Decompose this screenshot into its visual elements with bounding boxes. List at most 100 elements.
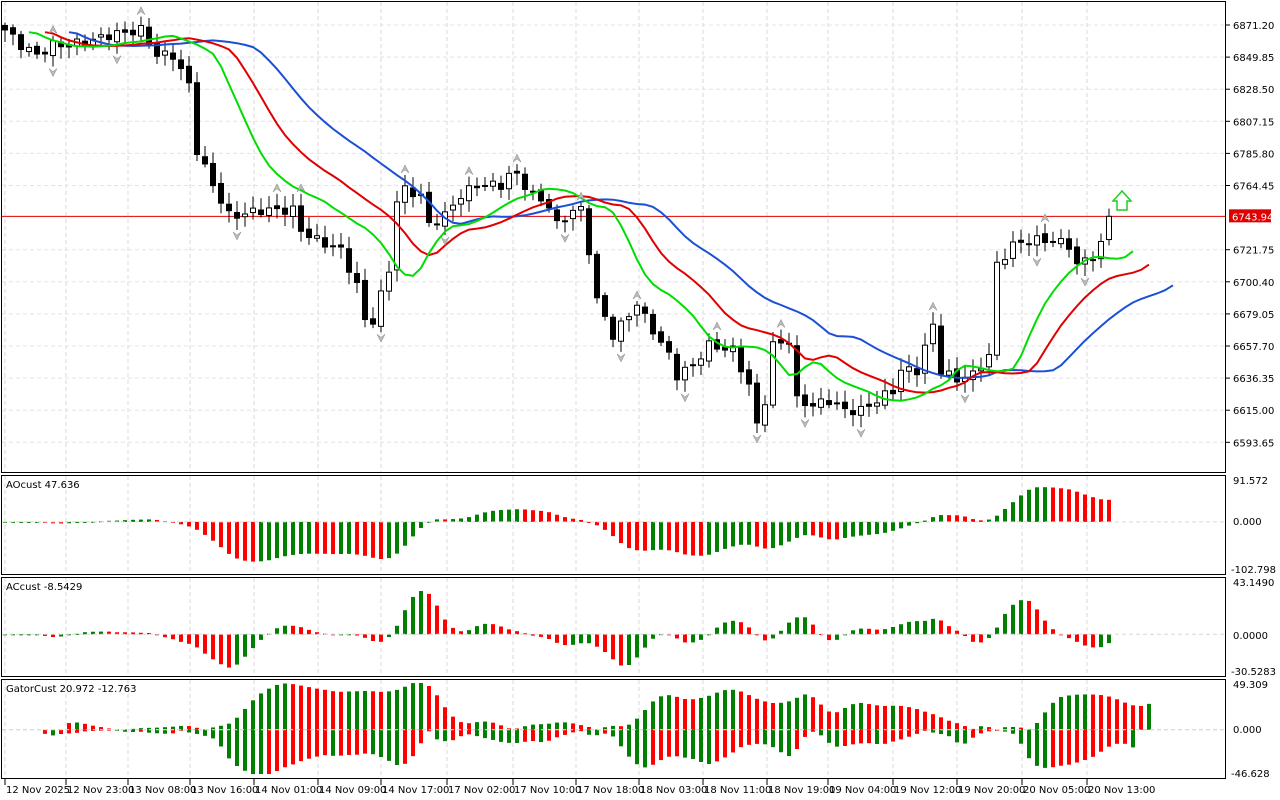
candle[interactable] [634, 300, 640, 327]
candle[interactable] [1058, 229, 1064, 249]
price-axis[interactable]: 6871.20 6849.85 6828.50 6807.15 6785.80 6764.… [1225, 21, 1274, 449]
candle[interactable] [1042, 223, 1048, 252]
candle[interactable] [762, 395, 768, 433]
candle[interactable] [842, 390, 848, 419]
candle[interactable] [978, 357, 984, 382]
candle[interactable] [618, 317, 624, 352]
candle[interactable] [114, 22, 120, 54]
candle[interactable] [1018, 229, 1024, 254]
candle[interactable] [578, 202, 584, 222]
candle[interactable] [210, 152, 216, 193]
candle[interactable] [10, 24, 16, 46]
candle[interactable] [594, 250, 600, 304]
candle[interactable] [258, 198, 264, 218]
candle[interactable] [1090, 251, 1096, 272]
candle[interactable] [770, 331, 776, 409]
candle[interactable] [498, 175, 504, 199]
candle[interactable] [874, 391, 880, 414]
candle[interactable] [834, 391, 840, 410]
candle[interactable] [698, 351, 704, 376]
candle[interactable] [362, 268, 368, 328]
candle[interactable] [602, 292, 608, 321]
candle[interactable] [474, 177, 480, 197]
candle[interactable] [570, 205, 576, 231]
candle[interactable] [810, 392, 816, 417]
candle[interactable] [850, 399, 856, 427]
candle[interactable] [346, 236, 352, 285]
candle[interactable] [746, 360, 752, 396]
candle[interactable] [922, 333, 928, 385]
candle[interactable] [466, 176, 472, 212]
candle[interactable] [586, 204, 592, 264]
candle[interactable] [218, 172, 224, 214]
gator-panel[interactable] [2, 683, 1225, 774]
candle[interactable] [802, 384, 808, 418]
candle[interactable] [866, 392, 872, 417]
candle[interactable] [274, 193, 280, 219]
candle[interactable] [754, 373, 760, 434]
candle[interactable] [290, 194, 296, 229]
candle[interactable] [250, 196, 256, 220]
candle[interactable] [26, 43, 32, 57]
candle[interactable] [490, 173, 496, 192]
candle[interactable] [330, 233, 336, 257]
candle[interactable] [1098, 233, 1104, 268]
candle[interactable] [522, 167, 528, 201]
candle[interactable] [690, 357, 696, 377]
candle[interactable] [1010, 231, 1016, 267]
candle[interactable] [642, 302, 648, 323]
candle[interactable] [610, 314, 616, 348]
candle[interactable] [514, 164, 520, 186]
candle[interactable] [1066, 229, 1072, 258]
candle[interactable] [450, 195, 456, 222]
candle[interactable] [1050, 231, 1056, 248]
candle[interactable] [178, 49, 184, 81]
candle[interactable] [370, 307, 376, 329]
ao-panel[interactable] [2, 487, 1225, 562]
candle[interactable] [906, 354, 912, 383]
candle[interactable] [1106, 208, 1112, 246]
candle[interactable] [242, 202, 248, 227]
candle[interactable] [266, 196, 272, 223]
candle[interactable] [458, 189, 464, 217]
candle[interactable] [1026, 233, 1032, 257]
candle[interactable] [506, 165, 512, 200]
candle[interactable] [322, 225, 328, 254]
candle[interactable] [898, 358, 904, 401]
candle[interactable] [34, 41, 40, 59]
candle[interactable] [650, 309, 656, 341]
candle[interactable] [666, 335, 672, 360]
candle[interactable] [858, 394, 864, 428]
main-price-panel[interactable] [2, 6, 1225, 444]
candle[interactable] [938, 314, 944, 379]
candle[interactable] [226, 192, 232, 223]
candle[interactable] [562, 215, 568, 233]
candle[interactable] [282, 196, 288, 227]
candle[interactable] [554, 204, 560, 229]
candle[interactable] [1002, 248, 1008, 270]
candle[interactable] [914, 356, 920, 387]
candle[interactable] [234, 201, 240, 230]
candle[interactable] [314, 223, 320, 242]
candle[interactable] [682, 360, 688, 392]
candle[interactable] [658, 326, 664, 346]
candle[interactable] [130, 21, 136, 45]
candle[interactable] [626, 312, 632, 332]
candle[interactable] [298, 193, 304, 242]
candle[interactable] [818, 387, 824, 415]
candle[interactable] [994, 251, 1000, 361]
candle[interactable] [202, 145, 208, 168]
candle[interactable] [354, 261, 360, 294]
candle[interactable] [338, 233, 344, 259]
candle[interactable] [170, 43, 176, 72]
candle[interactable] [890, 378, 896, 400]
candle[interactable] [826, 389, 832, 409]
candle[interactable] [1034, 225, 1040, 257]
candle[interactable] [138, 16, 144, 43]
candle[interactable] [186, 55, 192, 93]
candle[interactable] [42, 47, 48, 63]
candle[interactable] [18, 30, 24, 59]
candle[interactable] [2, 22, 8, 42]
